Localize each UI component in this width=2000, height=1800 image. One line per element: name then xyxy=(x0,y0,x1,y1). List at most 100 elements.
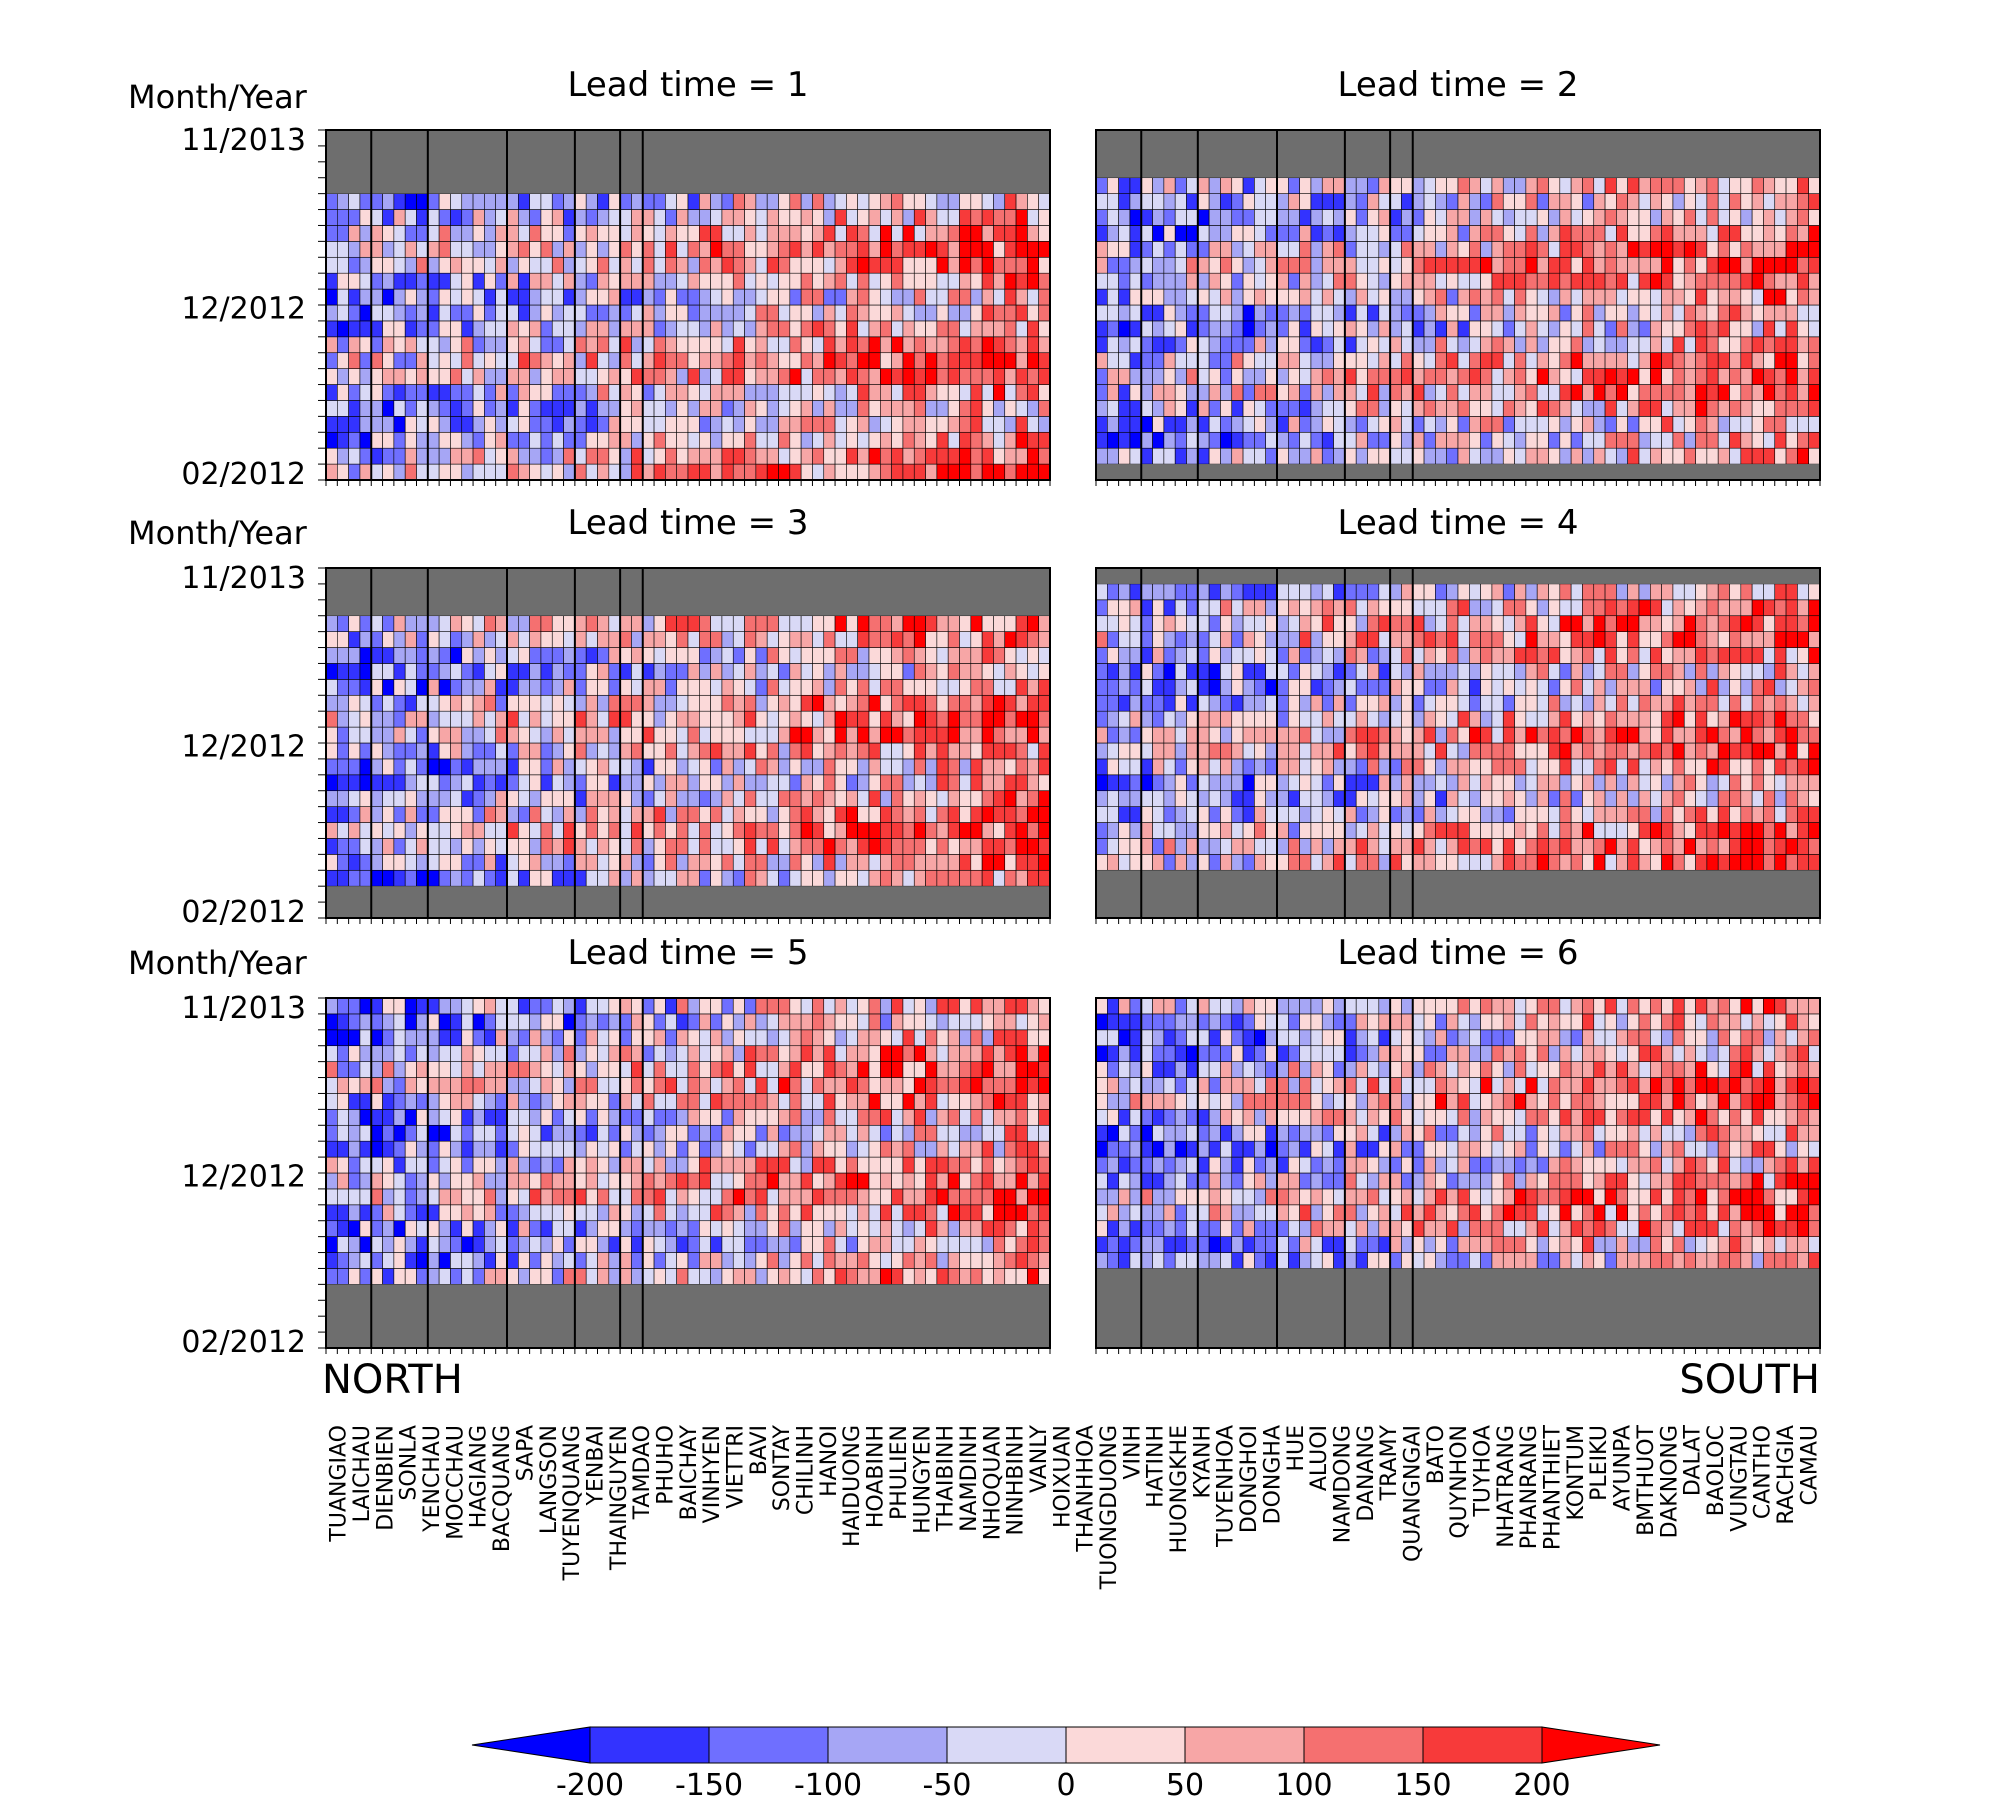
heatmap-cell xyxy=(1242,225,1255,242)
heatmap-cell xyxy=(1570,790,1583,807)
heatmap-cell xyxy=(337,384,349,401)
heatmap-cell xyxy=(1027,774,1039,792)
heatmap-cell xyxy=(1254,774,1266,792)
heatmap-cell xyxy=(812,416,825,433)
heatmap-cell xyxy=(687,758,700,776)
heatmap-cell xyxy=(1423,774,1436,792)
heatmap-cell xyxy=(925,679,938,696)
heatmap-cell xyxy=(1616,631,1628,648)
heatmap-cell xyxy=(1446,447,1459,465)
heatmap-cell xyxy=(925,742,938,760)
heatmap-cell xyxy=(1469,710,1481,728)
heatmap-cell xyxy=(1491,694,1504,712)
heatmap-cell xyxy=(631,1252,644,1269)
heatmap-cell xyxy=(1469,726,1481,744)
heatmap-cell xyxy=(1288,615,1300,632)
heatmap-cell xyxy=(1514,416,1527,433)
heatmap-cell xyxy=(1038,806,1051,823)
heatmap-cell xyxy=(1174,838,1187,855)
heatmap-cell xyxy=(1333,288,1346,306)
heatmap-cell xyxy=(676,694,689,712)
heatmap-cell xyxy=(325,790,338,807)
heatmap-cell xyxy=(1582,272,1595,290)
heatmap-cell xyxy=(1208,663,1221,680)
heatmap-cell xyxy=(1616,679,1628,696)
heatmap-cell xyxy=(1004,663,1017,680)
heatmap-cell xyxy=(1695,416,1708,433)
heatmap-cell xyxy=(348,869,361,887)
heatmap-cell xyxy=(1004,400,1017,417)
heatmap-cell xyxy=(1288,225,1300,242)
heatmap-cell xyxy=(1785,615,1798,632)
heatmap-cell xyxy=(1333,583,1346,601)
heatmap-cell xyxy=(800,710,813,728)
heatmap-cell xyxy=(710,631,723,648)
heatmap-cell xyxy=(868,368,881,385)
heatmap-cell xyxy=(1355,384,1368,401)
heatmap-cell xyxy=(1265,177,1278,194)
heatmap-cell xyxy=(812,615,825,632)
heatmap-cell xyxy=(687,336,700,354)
heatmap-cell xyxy=(1706,193,1719,210)
heatmap-cell xyxy=(1333,177,1346,194)
heatmap-cell xyxy=(370,1252,383,1269)
heatmap-cell xyxy=(1118,431,1131,449)
heatmap-cell xyxy=(631,256,644,274)
heatmap-cell xyxy=(438,400,451,417)
heatmap-cell xyxy=(1740,694,1753,712)
heatmap-cell xyxy=(1197,256,1210,274)
heatmap-cell xyxy=(710,710,723,728)
heatmap-cell xyxy=(846,336,858,354)
heatmap-cell xyxy=(1344,710,1357,728)
heatmap-cell xyxy=(857,225,870,242)
heatmap-cell xyxy=(789,806,802,823)
heatmap-cell xyxy=(834,822,847,839)
heatmap-cell xyxy=(438,368,451,385)
heatmap-cell xyxy=(404,758,417,776)
heatmap-cell xyxy=(1197,352,1210,369)
heatmap-cell xyxy=(653,1268,666,1285)
heatmap-cell xyxy=(1514,209,1527,226)
heatmap-cell xyxy=(1231,679,1244,696)
heatmap-cell xyxy=(766,463,779,481)
heatmap-cell xyxy=(913,288,926,306)
heatmap-cell xyxy=(1582,790,1595,807)
heatmap-cell xyxy=(631,647,644,664)
heatmap-cell xyxy=(1593,822,1606,839)
heatmap-cell xyxy=(880,336,892,354)
heatmap-cell xyxy=(800,822,813,839)
heatmap-cell xyxy=(1038,663,1051,680)
heatmap-cell xyxy=(857,742,870,760)
heatmap-cell xyxy=(1559,583,1572,601)
heatmap-cell xyxy=(1683,694,1696,712)
heatmap-cell xyxy=(472,1268,485,1285)
heatmap-cell xyxy=(1774,368,1787,385)
heatmap-cell xyxy=(1514,838,1527,855)
heatmap-cell xyxy=(1333,272,1346,290)
heatmap-cell xyxy=(1480,288,1493,306)
heatmap-cell xyxy=(1310,631,1323,648)
heatmap-cell xyxy=(1378,209,1391,226)
heatmap-cell xyxy=(585,694,598,712)
heatmap-cell xyxy=(1163,631,1176,648)
heatmap-cell xyxy=(1740,615,1753,632)
heatmap-cell xyxy=(472,431,485,449)
heatmap-cell xyxy=(1254,209,1266,226)
heatmap-cell xyxy=(1186,177,1199,194)
heatmap-cell xyxy=(619,631,632,648)
heatmap-cell xyxy=(1423,304,1436,322)
heatmap-cell xyxy=(1740,352,1753,369)
heatmap-cell xyxy=(1593,631,1606,648)
heatmap-cell xyxy=(1310,694,1323,712)
heatmap-cell xyxy=(1004,447,1017,465)
heatmap-cell xyxy=(834,416,847,433)
heatmap-cell xyxy=(1548,225,1561,242)
heatmap-cell xyxy=(450,647,463,664)
heatmap-cell xyxy=(1231,647,1244,664)
heatmap-cell xyxy=(574,838,587,855)
heatmap-cell xyxy=(1163,679,1176,696)
heatmap-cell xyxy=(472,694,485,712)
heatmap-cell xyxy=(1808,806,1821,823)
heatmap-cell xyxy=(834,447,847,465)
heatmap-cell xyxy=(981,726,994,744)
